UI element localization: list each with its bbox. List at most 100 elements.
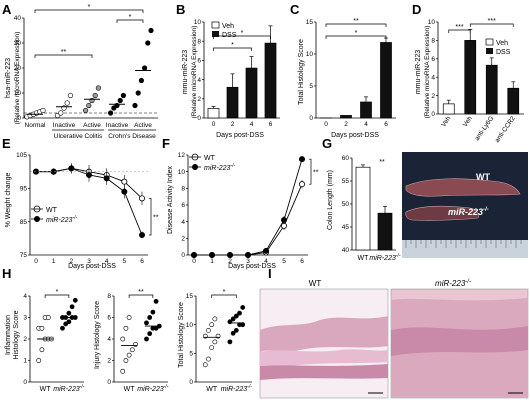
h1-x-tick-label: WT	[40, 386, 52, 393]
a-y-tick-label: 30	[14, 40, 22, 47]
d-x-tick-label: anti-Ly6G	[474, 115, 496, 142]
b-y-tick-label: 10	[194, 19, 202, 26]
a-sig-label: *	[88, 4, 91, 11]
d-y-tick-label: 2	[431, 93, 435, 100]
e-data-point	[68, 165, 75, 172]
a-sig-label: **	[61, 49, 67, 56]
c-bar	[380, 42, 392, 119]
d-bar	[507, 87, 520, 115]
h2-data-point	[126, 315, 132, 320]
a-group-uc-active: Active	[83, 122, 101, 129]
panel-a: hsa-miR-223 (Relative microRNA Expressio…	[5, 4, 158, 140]
h2-plot-area: 0 2 4 6 8 WT miR-223-/- **	[107, 289, 168, 393]
panel-letter-i: I	[268, 266, 272, 281]
g-y-tick-label: 40	[342, 247, 350, 254]
panel-letter-g: G	[322, 136, 332, 151]
e-x-tick-label: 6	[140, 258, 144, 265]
h1-y-tick-label: 4	[23, 293, 27, 300]
e-x-tick-label: 2	[70, 258, 74, 265]
panel-letter-a: A	[2, 2, 12, 17]
h3-plot-area: 0 5 10 15 WT miR-223-/- *	[186, 289, 252, 393]
b-sig-bracket	[213, 47, 252, 51]
h3-y-tick-label: 10	[186, 322, 194, 329]
h1-data-point	[36, 358, 42, 363]
d-legend-dss: DSS	[496, 49, 511, 56]
f-y-tick-label: 0	[181, 252, 185, 259]
c-xlabel: Days post-DSS	[331, 132, 379, 139]
d-sig-label: ***	[488, 18, 496, 25]
h3-data-point	[230, 316, 236, 322]
g-x-tick-label: WT	[358, 255, 370, 262]
f-series-line	[194, 159, 303, 256]
h1-x-tick-label-ko: miR-223-/-	[53, 384, 85, 393]
h2-y-tick-label: 2	[107, 358, 111, 365]
h2-x-tick-label-ko: miR-223-/-	[137, 384, 169, 393]
h3-x-tick-label-ko-text: miR-223	[221, 386, 248, 393]
f-y-tick-label: 2	[181, 236, 185, 243]
c-x-tick-label: 6	[384, 121, 388, 128]
f-x-tick-label: 4	[264, 258, 268, 265]
h1-data-point	[39, 347, 45, 353]
colon-photo-ruler	[402, 240, 528, 258]
panel-d: mmu-miR-223 (Relative microRNA Expressio…	[415, 18, 524, 144]
c-bar	[340, 115, 352, 119]
g-y-tick-label: 45	[342, 224, 350, 231]
b-sig-bracket	[213, 35, 271, 39]
panel-letter-h: H	[2, 266, 11, 281]
f-data-point	[226, 251, 233, 258]
h1-sig-bracket	[44, 294, 70, 298]
b-legend-veh-swatch	[211, 21, 220, 29]
h3-data-point	[206, 356, 211, 362]
h1-data-point	[66, 319, 72, 325]
h2-sig-bracket	[128, 294, 154, 298]
h3-data-point	[202, 362, 208, 368]
d-x-tick-label: anti-CCR2	[494, 115, 517, 144]
e-xlabel: Days post-DSS	[68, 263, 116, 270]
h2-y-tick-label: 8	[107, 293, 111, 300]
b-y-tick-label: 0	[197, 115, 201, 122]
d-bar	[464, 40, 477, 115]
e-legend-wt: WT	[46, 207, 58, 214]
histology-ko-inflamed	[391, 326, 528, 356]
c-x-tick-label: 0	[324, 121, 328, 128]
e-legend-ko-text: miR-223	[46, 217, 73, 224]
h1-data-point	[63, 321, 69, 327]
h2-data-point	[153, 298, 159, 304]
f-y-tick-label: 6	[181, 202, 185, 209]
h1-data-point	[72, 297, 78, 303]
e-y-tick-label: 85	[20, 219, 28, 226]
e-legend-ko-sup: -/-	[72, 215, 77, 221]
h2-y-tick-label: 0	[107, 379, 111, 386]
b-legend-dss-swatch	[212, 31, 219, 37]
g-x-tick-label-ko: miR-223-/-	[369, 253, 401, 262]
h3-data-point	[212, 316, 218, 322]
f-data-point	[244, 251, 251, 258]
g-y-tick-label: 50	[342, 201, 350, 208]
h2-data-point	[120, 368, 126, 374]
panel-e: % Weight change 75 85 95 105 0 1 2 3 4 5 6 ** Days …	[5, 152, 159, 270]
histology-wt-mucosa	[260, 316, 388, 352]
c-y-tick-label: 0	[309, 115, 313, 122]
h2-data-point	[147, 315, 153, 320]
d-ylabel: mmu-miR-223	[415, 50, 422, 94]
h3-sig-bracket	[211, 294, 237, 298]
d-sig-label: ***	[455, 24, 463, 31]
b-legend-veh: Veh	[222, 23, 234, 30]
c-sig-label: **	[353, 18, 359, 25]
d-bar	[485, 64, 498, 115]
e-x-tick-label: 1	[52, 258, 56, 265]
h2-data-point	[147, 331, 153, 337]
e-y-tick-label: 95	[20, 186, 28, 193]
colon-photo: WT miR-223-/-	[402, 152, 528, 258]
f-y-tick-label: 8	[181, 186, 185, 193]
photo-label-ko-text: miR-223	[448, 207, 483, 217]
f-legend-ko-sup: -/-	[230, 163, 235, 169]
e-y-tick-label: 75	[20, 252, 28, 259]
g-x-tick-label-ko-sup: -/-	[396, 253, 401, 259]
h1-data-point	[45, 315, 51, 320]
g-y-tick-label: 55	[342, 178, 350, 185]
h2-data-point	[129, 347, 135, 353]
